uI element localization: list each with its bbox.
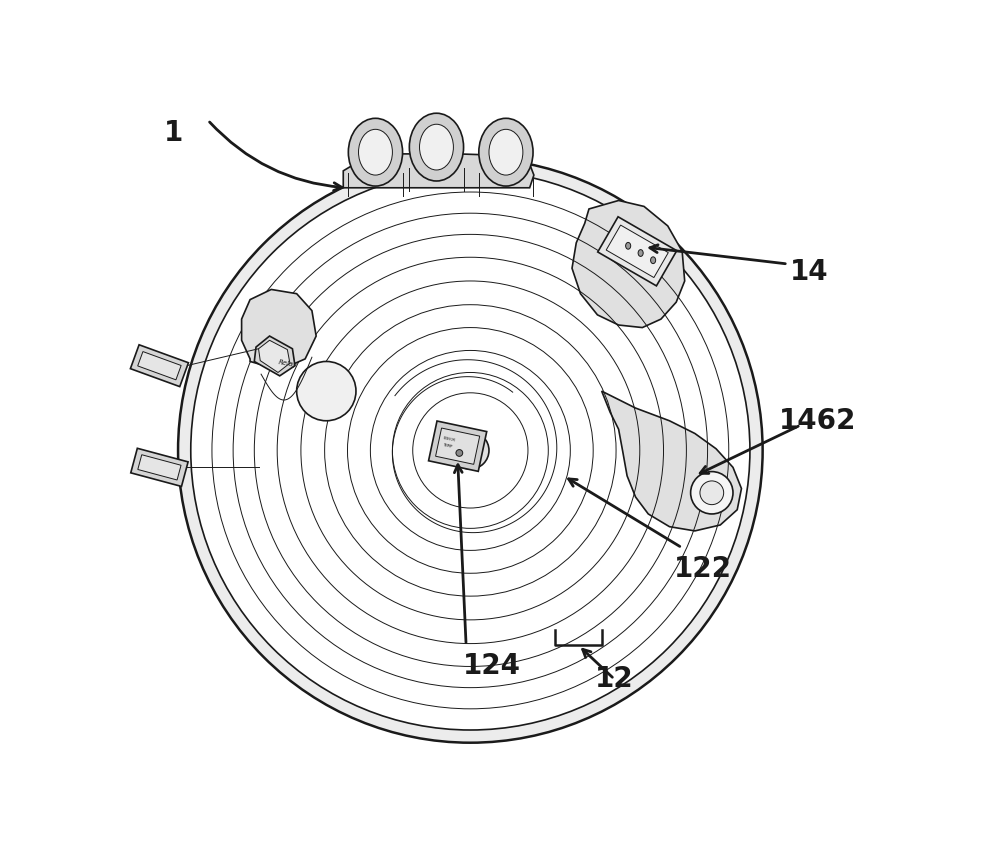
Polygon shape [606, 225, 668, 278]
Text: 122: 122 [674, 555, 732, 583]
Text: TEMP: TEMP [442, 443, 453, 449]
Ellipse shape [359, 129, 392, 175]
Ellipse shape [464, 444, 477, 457]
Ellipse shape [297, 361, 356, 421]
Polygon shape [242, 290, 316, 370]
Polygon shape [254, 336, 295, 376]
Ellipse shape [691, 472, 733, 514]
Ellipse shape [452, 432, 489, 469]
Polygon shape [259, 342, 597, 552]
Ellipse shape [178, 158, 763, 743]
Polygon shape [138, 352, 181, 380]
Polygon shape [436, 428, 480, 464]
Polygon shape [138, 455, 181, 480]
Polygon shape [343, 154, 534, 188]
Polygon shape [598, 217, 677, 286]
Text: 14: 14 [790, 258, 829, 286]
Ellipse shape [489, 129, 523, 175]
Text: 124: 124 [463, 653, 521, 681]
Ellipse shape [638, 250, 643, 257]
Text: 1462: 1462 [779, 407, 856, 434]
Ellipse shape [456, 450, 463, 456]
Text: 12: 12 [595, 666, 634, 693]
Ellipse shape [348, 118, 403, 186]
Text: SENSOR: SENSOR [442, 436, 456, 443]
Ellipse shape [409, 113, 464, 181]
Ellipse shape [191, 171, 750, 730]
Text: 1: 1 [164, 119, 183, 147]
Polygon shape [572, 201, 685, 327]
Polygon shape [292, 497, 542, 548]
Polygon shape [259, 340, 290, 372]
Polygon shape [602, 391, 741, 531]
Ellipse shape [479, 118, 533, 186]
Polygon shape [131, 448, 188, 486]
Ellipse shape [626, 242, 631, 249]
Text: Relay: Relay [278, 359, 298, 368]
Ellipse shape [420, 124, 453, 170]
Ellipse shape [651, 257, 656, 264]
Polygon shape [130, 345, 188, 387]
Polygon shape [429, 421, 487, 472]
Ellipse shape [700, 481, 724, 505]
